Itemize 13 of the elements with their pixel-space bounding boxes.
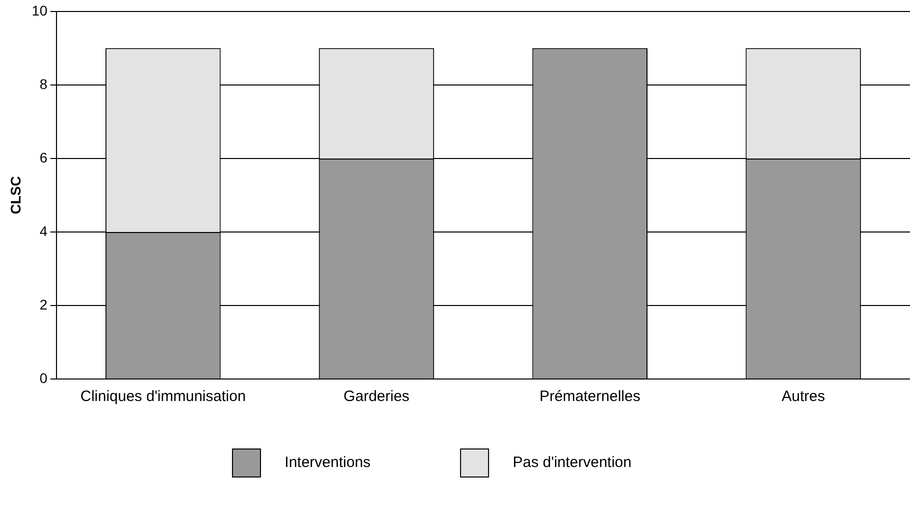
y-tick-label: 2 [40, 296, 48, 312]
x-tick-label: Garderies [344, 388, 410, 406]
x-tick-label: Prématernelles [539, 388, 640, 406]
y-tick-label: 0 [40, 370, 48, 386]
x-tick-label: Cliniques d'immunisation [80, 388, 246, 406]
y-tick-label: 4 [40, 222, 48, 239]
y-axis-title: CLSC [7, 176, 24, 214]
y-tick-label: 8 [40, 76, 48, 92]
legend-label: Interventions [268, 454, 421, 472]
x-tick-label: Autres [782, 388, 825, 406]
y-tick-label: 10 [32, 2, 48, 18]
legend-label: Pas d'intervention [496, 454, 682, 472]
y-tick-label: 6 [40, 149, 48, 166]
